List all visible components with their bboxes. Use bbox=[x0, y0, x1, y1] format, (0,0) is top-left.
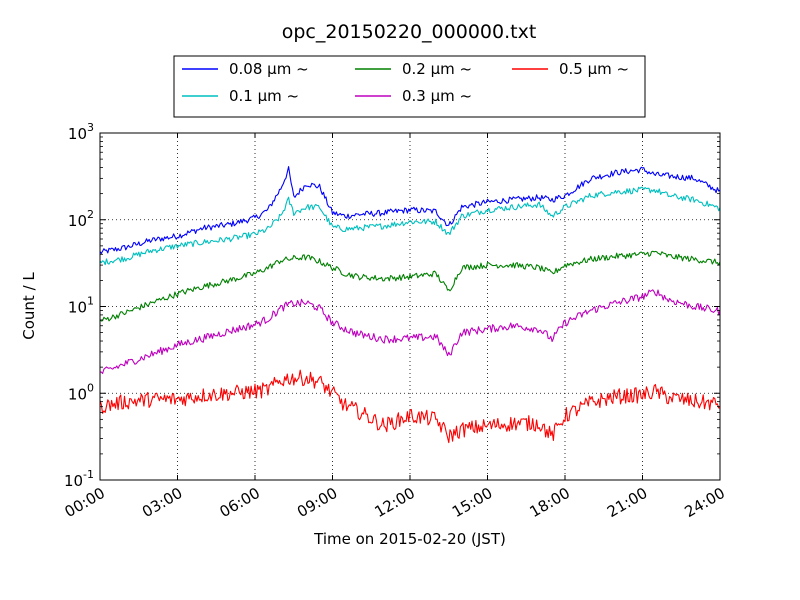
x-tick-label: 06:00 bbox=[217, 484, 263, 521]
x-tick-label: 24:00 bbox=[682, 484, 728, 521]
x-tick-label: 03:00 bbox=[139, 484, 185, 521]
series-line-2 bbox=[99, 250, 721, 322]
x-tick-label: 12:00 bbox=[372, 484, 418, 521]
chart-title: opc_20150220_000000.txt bbox=[282, 21, 537, 43]
x-tick-label: 15:00 bbox=[449, 484, 495, 521]
series-line-0 bbox=[99, 166, 721, 254]
x-tick-label: 18:00 bbox=[527, 484, 573, 521]
y-tick-label: 103 bbox=[68, 121, 94, 143]
legend-label: 0.1 μm ~ bbox=[229, 87, 299, 105]
y-axis-label: Count / L bbox=[20, 272, 38, 340]
legend-label: 0.08 μm ~ bbox=[229, 60, 309, 78]
x-axis-label: Time on 2015-02-20 (JST) bbox=[313, 530, 506, 548]
y-tick-label: 102 bbox=[68, 208, 94, 230]
series-line-3 bbox=[99, 289, 721, 375]
legend-box bbox=[173, 55, 646, 118]
legend-label: 0.2 μm ~ bbox=[402, 60, 472, 78]
grid-lines bbox=[100, 133, 720, 480]
y-tick-labels: 10-1 100 101 102 103 bbox=[64, 121, 94, 490]
legend: 0.08 μm ~ 0.1 μm ~ 0.2 μm ~ 0.3 μm ~ 0.5 μm … bbox=[173, 55, 646, 118]
x-tick-label: 21:00 bbox=[604, 484, 650, 521]
series-line-1 bbox=[99, 186, 721, 266]
y-tick-label: 10-1 bbox=[64, 468, 94, 490]
series-line-4 bbox=[99, 369, 720, 444]
legend-label: 0.3 μm ~ bbox=[402, 87, 472, 105]
legend-label: 0.5 μm ~ bbox=[559, 60, 629, 78]
axis-ticks bbox=[99, 132, 721, 481]
series-layer bbox=[99, 166, 721, 444]
y-tick-label: 101 bbox=[68, 295, 94, 317]
x-tick-label: 09:00 bbox=[294, 484, 340, 521]
y-tick-label: 100 bbox=[68, 381, 94, 403]
x-tick-labels: 00:00 03:00 06:00 09:00 12:00 15:00 18:00 21:00… bbox=[62, 484, 728, 521]
